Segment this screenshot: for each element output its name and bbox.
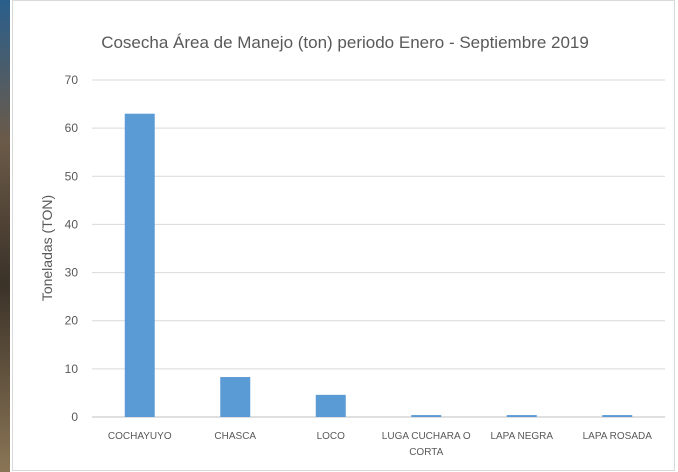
y-tick-label: 10 <box>65 362 79 376</box>
y-tick-label: 20 <box>65 314 79 328</box>
bar <box>507 415 537 417</box>
x-tick-label: LAPA NEGRA <box>477 429 567 445</box>
y-tick-label: 40 <box>65 217 79 231</box>
bar <box>602 415 632 417</box>
bar <box>316 395 346 417</box>
x-tick-label: LAPA ROSADA <box>572 429 662 445</box>
x-tick-label: CHASCA <box>190 429 280 445</box>
y-tick-label: 60 <box>65 121 79 135</box>
chart: Cosecha Área de Manejo (ton) periodo Ene… <box>0 0 678 472</box>
bar <box>411 415 441 417</box>
page: Cosecha Área de Manejo (ton) periodo Ene… <box>0 0 678 472</box>
chart-title: Cosecha Área de Manejo (ton) periodo Ene… <box>101 33 589 52</box>
background-photo-strip <box>0 0 10 472</box>
x-tick-label: LUGA CUCHARA O CORTA <box>381 429 471 461</box>
bar <box>125 114 155 417</box>
bar <box>220 377 250 417</box>
y-tick-label: 0 <box>71 410 78 424</box>
x-tick-label: LOCO <box>286 429 376 445</box>
y-tick-label: 30 <box>65 266 79 280</box>
y-axis-label: Toneladas (TON) <box>39 195 55 301</box>
y-tick-label: 70 <box>65 73 79 87</box>
x-tick-label: COCHAYUYO <box>95 429 185 445</box>
y-tick-label: 50 <box>65 169 79 183</box>
